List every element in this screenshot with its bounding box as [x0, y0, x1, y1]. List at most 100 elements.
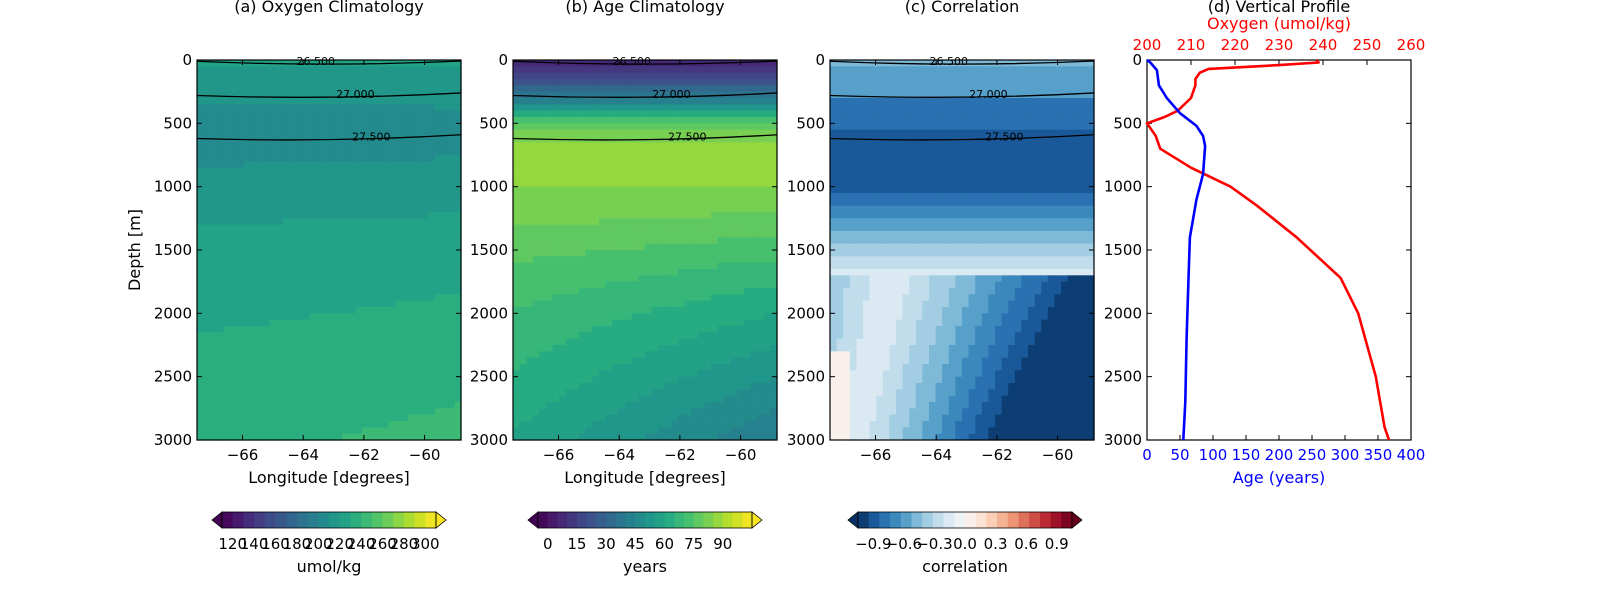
heat-cell [664, 421, 672, 428]
heat-cell [559, 307, 567, 314]
heat-cell [414, 218, 422, 226]
colorbar-tick-label: 120 [218, 535, 247, 553]
heat-cell [579, 338, 587, 346]
heat-cell [559, 243, 567, 251]
heat-cell [263, 383, 271, 390]
heat-cell [724, 193, 732, 200]
heat-cell [421, 376, 429, 384]
heat-cell [539, 332, 547, 340]
heat-cell [309, 288, 317, 295]
heat-cell [678, 275, 686, 283]
heat-cell [355, 364, 363, 371]
heat-cell [678, 370, 686, 378]
heat-cell [276, 193, 284, 200]
heat-cell [454, 414, 462, 422]
heat-cell [441, 332, 449, 340]
heat-cell [532, 269, 540, 276]
heat-cell [269, 110, 277, 118]
heat-cell [592, 167, 600, 175]
heat-cell [763, 389, 771, 397]
heat-cell [598, 364, 606, 371]
heat-cell [750, 433, 758, 441]
heat-cell [375, 370, 383, 378]
heat-cell [763, 332, 771, 340]
heat-cell [210, 250, 218, 257]
heat-cell [395, 433, 403, 441]
heat-cell [546, 142, 554, 150]
heat-cell [210, 389, 218, 397]
heat-cell [645, 155, 653, 162]
heat-cell [342, 148, 350, 156]
heat-cell [678, 142, 686, 150]
heat-cell [711, 357, 719, 365]
heat-cell [454, 224, 462, 232]
heat-cell [664, 281, 672, 289]
heat-cell [539, 155, 547, 162]
heat-cell [434, 383, 442, 390]
heat-cell [539, 85, 547, 93]
heat-cell [730, 313, 738, 321]
heat-cell [579, 237, 587, 245]
heat-cell [322, 91, 330, 99]
heat-cell [625, 288, 633, 295]
heat-cell [651, 250, 659, 257]
heat-cell [585, 66, 593, 74]
heat-cell [704, 269, 712, 276]
heat-cell [757, 91, 765, 99]
heat-cell [697, 72, 705, 80]
heat-cell [585, 383, 593, 390]
heat-cell [289, 300, 297, 308]
heat-cell [724, 117, 732, 124]
heat-cell [434, 231, 442, 238]
heat-cell [236, 167, 244, 175]
heat-cell [282, 319, 290, 327]
heat-cell [664, 224, 672, 232]
heat-cell [750, 357, 758, 365]
heat-cell [651, 370, 659, 378]
heat-cell [309, 224, 317, 232]
heat-cell [612, 300, 620, 308]
heat-cell [724, 180, 732, 188]
heat-cell [618, 288, 626, 295]
heat-cell [375, 193, 383, 200]
heat-cell [585, 199, 593, 207]
heat-cell [249, 376, 257, 384]
heat-cell [348, 383, 356, 390]
heat-cell [559, 332, 567, 340]
heat-cell [362, 212, 370, 219]
heat-cell [532, 300, 540, 308]
heat-cell [414, 357, 422, 365]
heat-cell [322, 66, 330, 74]
heat-cell [348, 326, 356, 333]
heat-cell [296, 351, 304, 359]
heat-cell [368, 193, 376, 200]
heat-cell [421, 319, 429, 327]
heat-cell [592, 72, 600, 80]
heat-cell [664, 174, 672, 181]
heat-cell [388, 180, 396, 188]
heat-cell [763, 294, 771, 302]
heat-cell [572, 332, 580, 340]
heat-cell [322, 180, 330, 188]
heat-cell [618, 402, 626, 409]
heat-cell [348, 427, 356, 435]
heat-cell [243, 129, 251, 137]
heat-cell [763, 414, 771, 422]
heat-cell [421, 262, 429, 270]
heat-cell [454, 433, 462, 441]
heat-cell [388, 383, 396, 390]
heat-cell [276, 364, 284, 371]
heat-cell [388, 104, 396, 112]
heat-cell [302, 395, 310, 403]
heat-cell [263, 237, 271, 245]
heat-cell [342, 370, 350, 378]
heat-cell [519, 288, 527, 295]
y-tick-label: 1000 [470, 178, 508, 196]
heat-cell [605, 402, 613, 409]
heat-cell [428, 370, 436, 378]
heat-cell [592, 313, 600, 321]
heat-cell [362, 357, 370, 365]
heat-cell [203, 262, 211, 270]
heat-cell [315, 364, 323, 371]
heat-cell [513, 66, 521, 74]
